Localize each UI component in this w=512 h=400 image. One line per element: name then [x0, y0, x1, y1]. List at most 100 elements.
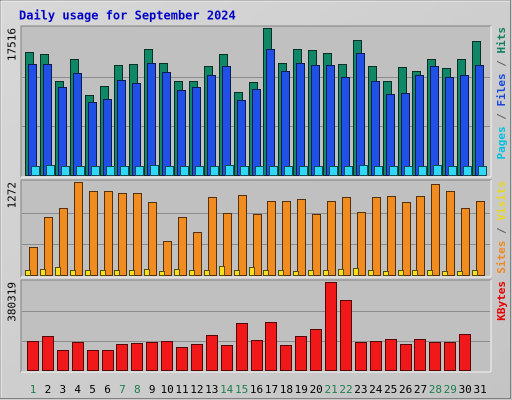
- x-tick-label: 16: [250, 383, 263, 396]
- panel-visits: 1272 Sites / Visits: [6, 179, 508, 278]
- x-tick-label: 31: [473, 383, 486, 396]
- series-sites: [25, 266, 478, 276]
- bar-pages-6: [106, 166, 115, 176]
- bar-kbytes-20: [310, 329, 322, 371]
- bar-pages-13: [210, 166, 219, 176]
- bar-pages-7: [120, 166, 129, 176]
- x-tick-label: 28: [429, 383, 442, 396]
- bar-files-15: [237, 100, 246, 176]
- x-tick-label: 15: [235, 383, 248, 396]
- bar-kbytes-24: [370, 341, 382, 371]
- x-tick-label: 4: [74, 383, 81, 396]
- bar-pages-14: [225, 165, 234, 176]
- chart-panels: 17516 Pages / Files / Hits 1272 Sites / Vis…: [6, 25, 508, 373]
- series-pages: [31, 165, 487, 176]
- bar-visits-10: [163, 241, 172, 276]
- bar-visits-4: [74, 182, 83, 276]
- bar-pages-1: [31, 166, 40, 176]
- bar-files-21: [326, 65, 335, 176]
- bar-pages-19: [299, 166, 308, 176]
- bar-kbytes-5: [87, 350, 99, 371]
- bar-sites-6: [100, 270, 106, 276]
- bar-files-20: [311, 65, 320, 176]
- bar-files-7: [117, 80, 126, 176]
- bar-files-24: [371, 81, 380, 176]
- bar-sites-29: [442, 271, 448, 276]
- series-visits: [29, 182, 485, 276]
- bar-sites-21: [323, 270, 329, 276]
- x-tick-label: 7: [119, 383, 126, 396]
- bar-files-12: [192, 87, 201, 176]
- y-max-label: 380319: [6, 282, 19, 322]
- panel-kbytes: 380319 KBytes: [6, 279, 508, 373]
- bar-files-11: [177, 90, 186, 176]
- x-tick-label: 13: [205, 383, 218, 396]
- x-tick-label: 5: [89, 383, 96, 396]
- bar-files-2: [43, 64, 52, 176]
- bar-files-29: [445, 77, 454, 176]
- bar-sites-11: [174, 269, 180, 276]
- x-tick-label: 30: [459, 383, 472, 396]
- bar-visits-1: [29, 247, 38, 276]
- bar-files-18: [281, 71, 290, 176]
- x-tick-label: 10: [160, 383, 173, 396]
- bar-files-19: [296, 63, 305, 176]
- bar-visits-21: [327, 201, 336, 276]
- bar-files-23: [356, 53, 365, 176]
- panel-traffic: 17516 Pages / Files / Hits: [6, 25, 508, 178]
- bar-sites-10: [159, 271, 165, 276]
- legend-item: Files: [495, 73, 508, 106]
- bar-kbytes-16: [251, 340, 263, 371]
- bar-files-16: [252, 89, 261, 176]
- bar-sites-20: [308, 270, 314, 276]
- bar-kbytes-22: [340, 300, 352, 371]
- bar-sites-16: [249, 267, 255, 276]
- bar-sites-25: [383, 271, 389, 276]
- chart-title: Daily usage for September 2024: [19, 9, 236, 23]
- x-tick-label: 17: [265, 383, 278, 396]
- bar-kbytes-7: [116, 344, 128, 371]
- bar-files-1: [28, 64, 37, 176]
- legend-item: Pages: [495, 126, 508, 159]
- bar-kbytes-29: [444, 342, 456, 371]
- bar-sites-15: [234, 270, 240, 276]
- bar-files-5: [88, 102, 97, 176]
- bar-pages-23: [359, 165, 368, 176]
- bar-kbytes-12: [191, 344, 203, 371]
- x-tick-label: 6: [104, 383, 111, 396]
- x-tick-label: 11: [175, 383, 188, 396]
- x-tick-label: 21: [324, 383, 337, 396]
- bar-kbytes-10: [161, 341, 173, 371]
- bar-kbytes-25: [385, 339, 397, 371]
- bar-kbytes-13: [206, 335, 218, 371]
- legend-item: /: [495, 107, 508, 127]
- bar-pages-4: [76, 166, 85, 176]
- bar-kbytes-28: [429, 342, 441, 371]
- legend-traffic: Pages / Files / Hits: [495, 27, 508, 160]
- bar-sites-9: [144, 269, 150, 276]
- bar-files-22: [341, 77, 350, 176]
- bar-sites-24: [368, 270, 374, 276]
- x-tick-label: 26: [399, 383, 412, 396]
- x-tick-label: 24: [369, 383, 383, 396]
- bar-pages-2: [46, 165, 55, 176]
- bar-pages-24: [374, 166, 383, 176]
- bar-kbytes-3: [57, 350, 69, 371]
- bar-pages-3: [61, 166, 70, 176]
- bar-pages-21: [329, 166, 338, 176]
- bar-sites-30: [457, 271, 463, 276]
- bar-pages-29: [448, 166, 457, 176]
- bar-pages-25: [389, 166, 398, 176]
- bar-sites-12: [189, 270, 195, 276]
- bar-kbytes-19: [295, 336, 307, 371]
- bar-visits-12: [193, 232, 202, 276]
- bar-sites-28: [427, 270, 433, 276]
- bar-sites-14: [219, 266, 225, 276]
- bar-visits-31: [476, 201, 485, 276]
- x-axis-labels: 1 2 3 4 5 6 7 8 9 10 11 12 13 14 15 16 17 18 19 20 21 22 23 24 2…: [30, 383, 487, 396]
- bar-sites-7: [114, 270, 120, 276]
- bar-files-30: [460, 75, 469, 176]
- bar-sites-3: [55, 267, 61, 276]
- x-tick-label: 27: [414, 383, 427, 396]
